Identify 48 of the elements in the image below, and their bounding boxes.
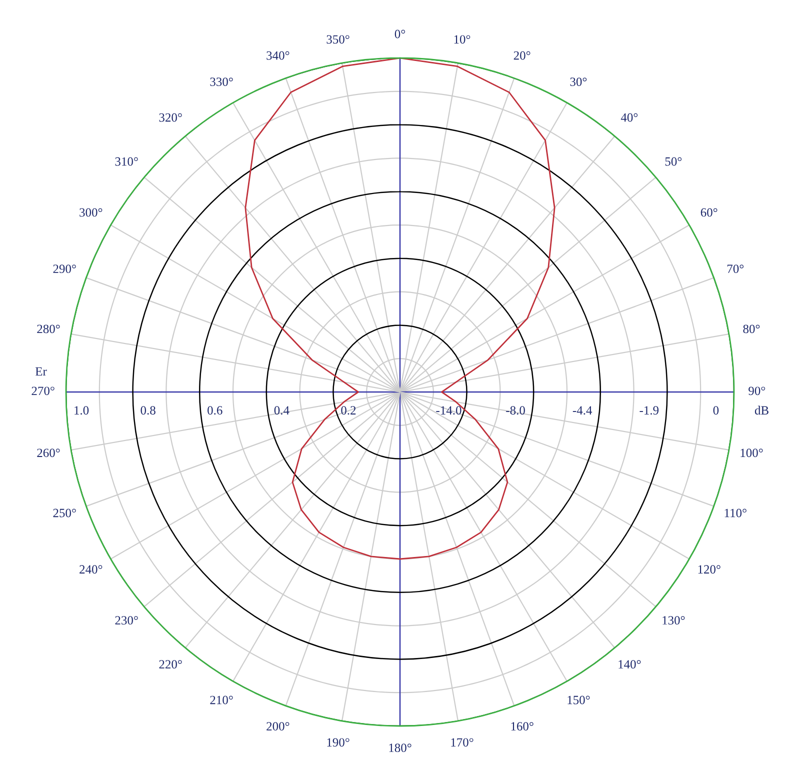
- spoke-label: 40°: [620, 113, 638, 122]
- spoke-label: 70°: [727, 264, 744, 274]
- spoke-label: 30°: [570, 78, 587, 86]
- spoke-label: 230°: [115, 616, 138, 625]
- spoke-label: 270°: [32, 386, 54, 396]
- spoke-label: 310°: [115, 157, 138, 166]
- text: Er: [35, 367, 47, 376]
- spoke-label: 240°: [80, 565, 102, 574]
- spoke-label: 350°: [326, 35, 350, 44]
- spoke-label: 170°: [451, 738, 474, 747]
- spoke-label: 280°: [37, 324, 60, 334]
- spoke-label: 90°: [748, 386, 766, 396]
- spoke-label: 0°: [394, 30, 406, 38]
- text: 0: [713, 406, 719, 415]
- text: dB: [754, 406, 768, 415]
- spoke-label: 60°: [700, 208, 718, 217]
- spoke-label: 340°: [266, 51, 290, 60]
- spoke-label: 160°: [511, 722, 534, 731]
- spoke-label: 10°: [454, 35, 470, 44]
- spoke-label: 140°: [618, 660, 641, 669]
- spoke-label: 180°: [389, 744, 412, 752]
- spoke-label: 120°: [698, 565, 720, 574]
- spoke-label: 100°: [740, 448, 763, 458]
- spoke-label: 190°: [327, 738, 350, 747]
- spoke-label: 300°: [80, 208, 102, 217]
- spoke-label: 200°: [266, 722, 290, 731]
- text: -1.9: [640, 406, 659, 415]
- spoke-label: 210°: [210, 696, 233, 704]
- spoke-label: 110°: [724, 508, 746, 518]
- text: -8.0: [506, 406, 525, 415]
- spoke-label: 50°: [665, 157, 682, 166]
- y-tick-label: 1.0: [74, 406, 89, 415]
- y-tick-label: 0.4: [274, 406, 290, 415]
- spoke-label: 320°: [159, 113, 182, 122]
- spoke-label: 130°: [662, 616, 685, 625]
- spoke-label: 220°: [159, 660, 182, 669]
- spoke-label: 330°: [210, 78, 233, 86]
- text: -14.0: [436, 406, 462, 415]
- spoke-label: 20°: [514, 51, 530, 60]
- spoke-label: 150°: [568, 696, 590, 704]
- spoke-label: 260°: [37, 448, 60, 458]
- y-tick-label: 0.6: [208, 406, 222, 415]
- spoke-label: 80°: [743, 324, 760, 334]
- text: -4.4: [572, 406, 592, 415]
- y-tick-label: 0.8: [140, 406, 156, 415]
- y-tick-label: 0.2: [341, 406, 356, 415]
- spoke-label: 250°: [53, 508, 76, 518]
- spoke-label: 290°: [53, 264, 76, 274]
